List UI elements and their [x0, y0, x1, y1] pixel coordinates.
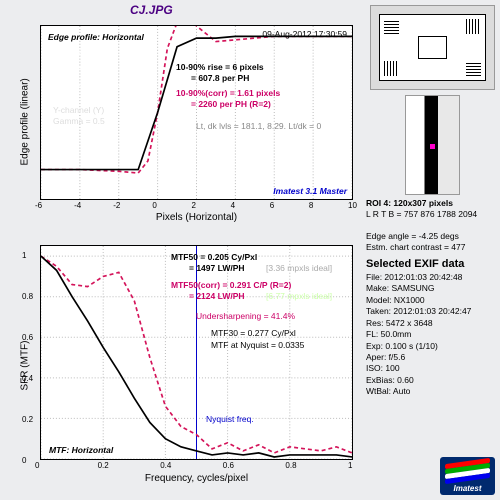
top-ylabel: Edge profile (linear): [20, 56, 31, 166]
nyqline: Nyquist freq.: [206, 414, 254, 424]
side-roi: ROI 4: 120x307 pixels: [366, 198, 496, 209]
edge-profile-chart: 09-Aug-2012 17:30:59 Edge profile: Horiz…: [40, 25, 353, 200]
bcorr2: = 2124 LW/PH: [189, 291, 245, 301]
bcorr1: MTF50(corr) = 0.291 C/P (R=2): [171, 280, 291, 290]
gamma: Gamma = 0.5: [53, 116, 105, 126]
mtf50b: = 1497 LW/PH: [189, 263, 245, 273]
mpx: 20 Mpxls: [48, 62, 82, 72]
exif-taken: Taken: 2012:01:03 20:42:47: [366, 306, 496, 317]
corr1: 10-90%(corr) = 1.61 pixels: [176, 88, 280, 98]
exif-model: Model: NX1000: [366, 295, 496, 306]
logo-text: Imatest: [453, 484, 481, 493]
pct: 58% left of ctr.: [48, 89, 106, 99]
top-xlabel: Pixels (Horizontal): [40, 212, 353, 223]
edge-profile-label: Edge profile: Horizontal: [48, 32, 144, 42]
exif-header: Selected EXIF data: [366, 257, 496, 272]
timestamp: 09-Aug-2012 17:30:59: [262, 29, 347, 39]
page-title: CJ.JPG: [130, 3, 173, 17]
exif-make: Make: SAMSUNG: [366, 283, 496, 294]
exif-wbal: WtBal: Auto: [366, 386, 496, 397]
side-contrast: Estm. chart contrast = 477: [366, 242, 496, 253]
exif-aper: Aper: f/5.6: [366, 352, 496, 363]
ch: Y-channel (Y): [53, 105, 104, 115]
side-info: ROI 4: 120x307 pixels L R T B = 757 876 …: [366, 198, 496, 398]
side-coords: L R T B = 757 876 1788 2094: [366, 209, 496, 220]
lvls: Lt, dk lvls = 181.1, 8.29. Lt/dk = 0: [196, 121, 321, 131]
ideal1: [3.36 mpxls ideal]: [266, 263, 332, 273]
exif-file: File: 2012:01:03 20:42:48: [366, 272, 496, 283]
rise1: 10-90% rise = 6 pixels: [176, 62, 264, 72]
nyq: MTF at Nyquist = 0.0335: [211, 340, 304, 350]
undersh: Undersharpening = 41.4%: [196, 311, 295, 321]
corr2: = 2260 per PH (R=2): [191, 99, 271, 109]
mtf30: MTF30 = 0.277 Cy/Pxl: [211, 328, 296, 338]
dims: 5472 x 3648 pixels (WxH): [48, 48, 145, 58]
edge-strip-thumb: [405, 95, 460, 195]
test-chart-thumb: [370, 5, 495, 90]
master: Imatest 3.1 Master: [273, 186, 347, 196]
exif-fl: FL: 50.0mm: [366, 329, 496, 340]
mtf50a: MTF50 = 0.205 Cy/Pxl: [171, 252, 257, 262]
exif-res: Res: 5472 x 3648: [366, 318, 496, 329]
roi: ROI 4: 120x307 pixels: [48, 78, 135, 88]
ideal2: [6.77 mpxls ideal]: [266, 291, 332, 301]
sfr-chart: MTF50 = 0.205 Cy/Pxl = 1497 LW/PH [3.36 …: [40, 245, 353, 460]
exif-iso: ISO: 100: [366, 363, 496, 374]
exif-exp: Exp: 0.100 s (1/10): [366, 341, 496, 352]
rise2: = 607.8 per PH: [191, 73, 249, 83]
mtf-label: MTF: Horizontal: [49, 445, 113, 455]
bot-xlabel: Frequency, cycles/pixel: [40, 473, 353, 484]
exif-exbias: ExBias: 0.60: [366, 375, 496, 386]
imatest-logo: Imatest: [440, 457, 495, 495]
side-edge-angle: Edge angle = -4.25 degs: [366, 231, 496, 242]
